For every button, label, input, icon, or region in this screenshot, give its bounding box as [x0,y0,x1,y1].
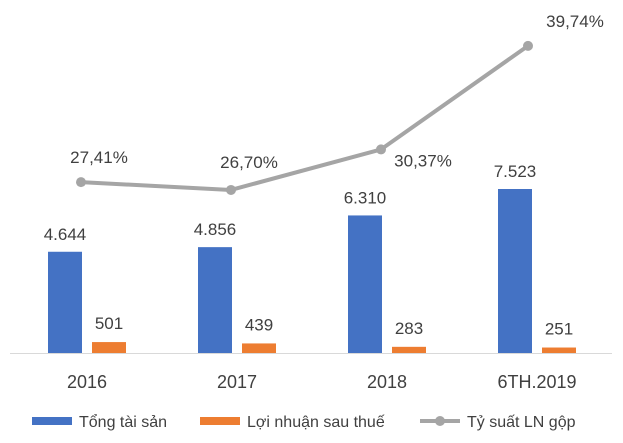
data-label-tong-tai-san-2016: 4.644 [44,225,87,244]
point-ty-suat-ln-gop-2018 [376,144,386,155]
data-label-loi-nhuan-sau-thue-2018: 283 [395,319,423,338]
data-label-loi-nhuan-sau-thue-6th-2019: 251 [545,320,573,339]
data-label-tong-tai-san-6th-2019: 7.523 [494,162,537,181]
x-tick-label-2018: 2018 [367,372,407,392]
legend-label-ty-suat-ln-gop: Tỷ suất LN gộp [467,414,576,431]
bars-layer [48,189,576,353]
legend-label-tong-tai-san: Tổng tài sản [79,413,167,431]
x-tick-label-6th-2019: 6TH.2019 [497,372,576,392]
legend-swatch-loi-nhuan-sau-thue [200,417,240,425]
bar-tong-tai-san-2016 [48,251,82,353]
bar-tong-tai-san-2017 [198,247,232,353]
legend-label-loi-nhuan-sau-thue: Lợi nhuận sau thuế [247,414,385,431]
bar-tong-tai-san-6th-2019 [498,189,532,353]
data-label-tong-tai-san-2017: 4.856 [194,220,237,239]
line-layer [76,40,533,195]
point-ty-suat-ln-gop-2017 [226,184,236,195]
bar-loi-nhuan-sau-thue-2017 [242,343,276,353]
x-tick-label-2017: 2017 [217,372,257,392]
data-label-ty-suat-ln-gop-2018: 30,37% [394,151,452,170]
line-ty-suat-ln-gop [79,43,530,192]
labels-layer: 4.644 501 4.856 439 6.310 283 7.523 251 27,41% 26… [44,12,604,339]
data-label-ty-suat-ln-gop-2016: 27,41% [70,148,128,167]
ticks-layer: 2016 2017 2018 6TH.2019 [67,372,577,392]
data-label-loi-nhuan-sau-thue-2017: 439 [245,315,273,334]
data-label-loi-nhuan-sau-thue-2016: 501 [95,314,123,333]
data-label-ty-suat-ln-gop-2017: 26,70% [220,153,278,172]
data-label-tong-tai-san-2018: 6.310 [344,188,387,207]
legend: Tổng tài sản Lợi nhuận sau thuế Tỷ suất LN… [32,413,576,431]
data-label-ty-suat-ln-gop-6th-2019: 39,74% [546,12,604,31]
point-ty-suat-ln-gop-2016 [76,177,86,188]
legend-swatch-tong-tai-san [32,417,72,425]
bar-loi-nhuan-sau-thue-2018 [392,346,426,353]
point-ty-suat-ln-gop-6th-2019 [523,40,533,51]
bar-loi-nhuan-sau-thue-6th-2019 [542,347,576,353]
bar-loi-nhuan-sau-thue-2016 [92,342,126,353]
legend-marker-ty-suat-ln-gop [435,416,445,426]
x-tick-label-2016: 2016 [67,372,107,392]
bar-tong-tai-san-2018 [348,215,382,353]
